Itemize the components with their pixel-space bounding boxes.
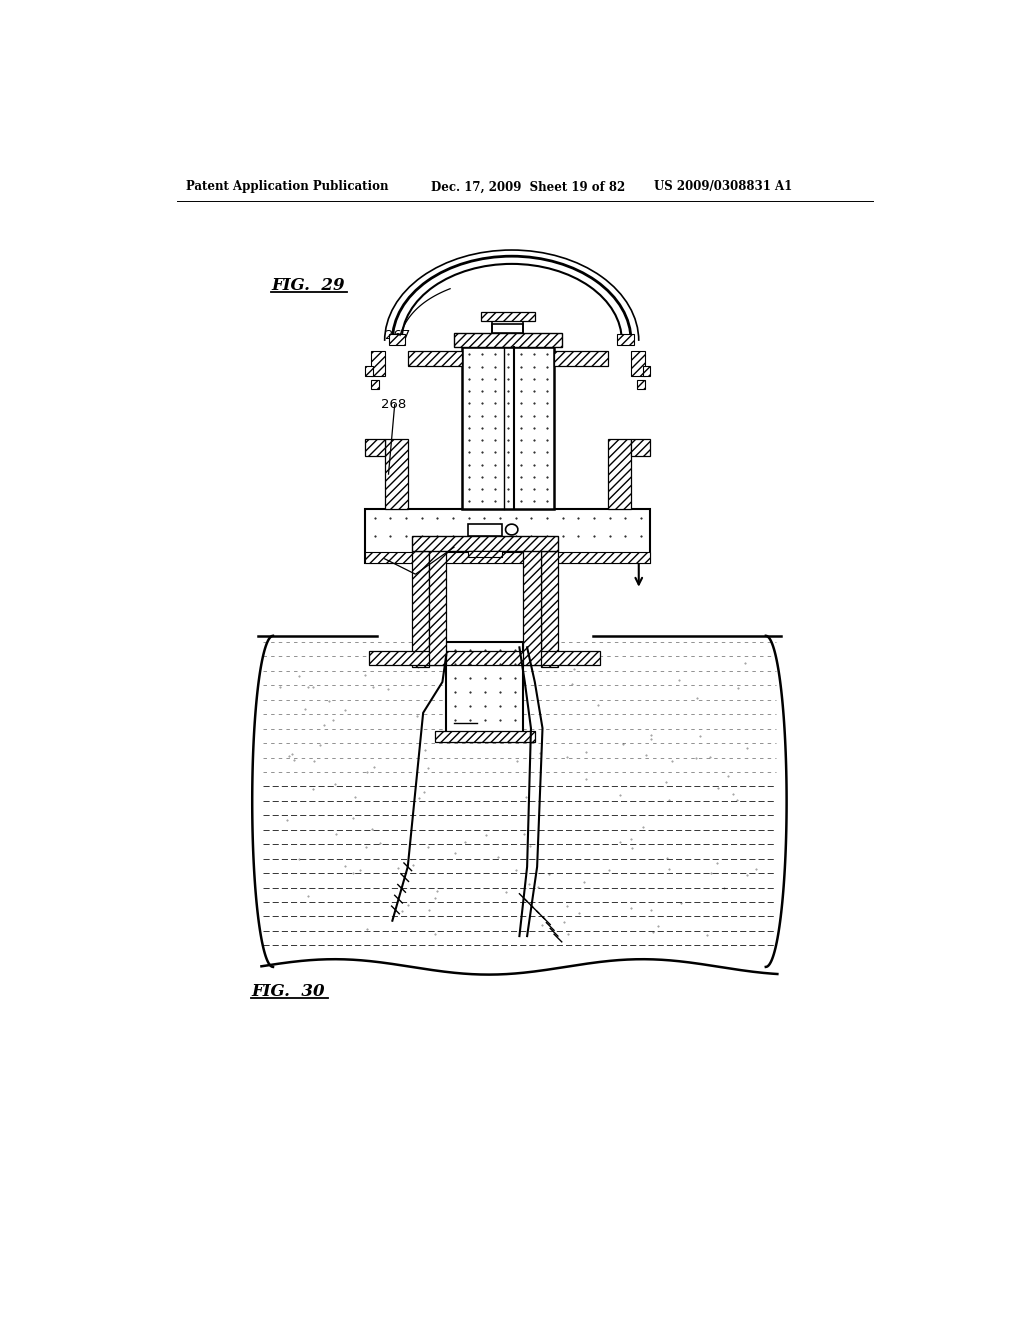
Bar — [554, 351, 608, 367]
Bar — [435, 731, 535, 742]
Text: 268: 268 — [381, 399, 407, 412]
Bar — [446, 642, 523, 742]
Text: 268: 268 — [370, 552, 394, 565]
Bar — [617, 334, 634, 345]
Text: FIG.  30: FIG. 30 — [252, 983, 325, 1001]
Bar — [631, 351, 645, 376]
Bar — [454, 333, 562, 347]
Bar — [366, 508, 650, 562]
Bar — [481, 312, 535, 321]
Text: Dec. 17, 2009  Sheet 19 of 82: Dec. 17, 2009 Sheet 19 of 82 — [431, 181, 625, 194]
Bar — [412, 536, 558, 552]
Text: FIG.  29: FIG. 29 — [271, 277, 345, 294]
Bar — [608, 440, 631, 508]
Bar — [637, 380, 645, 389]
Bar — [366, 440, 385, 457]
Bar — [366, 367, 373, 376]
Bar — [643, 367, 650, 376]
Bar — [468, 524, 502, 536]
Bar — [388, 334, 406, 345]
Bar — [371, 380, 379, 389]
Bar — [541, 552, 558, 667]
Bar — [429, 549, 446, 665]
Bar — [468, 552, 502, 557]
Bar — [631, 440, 650, 457]
Bar — [412, 552, 429, 667]
Bar — [523, 549, 541, 665]
Bar — [462, 347, 554, 508]
Text: Patent Application Publication: Patent Application Publication — [186, 181, 388, 194]
Text: US 2009/0308831 A1: US 2009/0308831 A1 — [654, 181, 793, 194]
Bar — [385, 440, 408, 508]
Bar — [370, 651, 600, 665]
Bar — [408, 351, 462, 367]
Bar — [493, 323, 523, 333]
Bar — [366, 552, 650, 562]
Bar — [371, 351, 385, 376]
Text: 267: 267 — [385, 329, 410, 342]
